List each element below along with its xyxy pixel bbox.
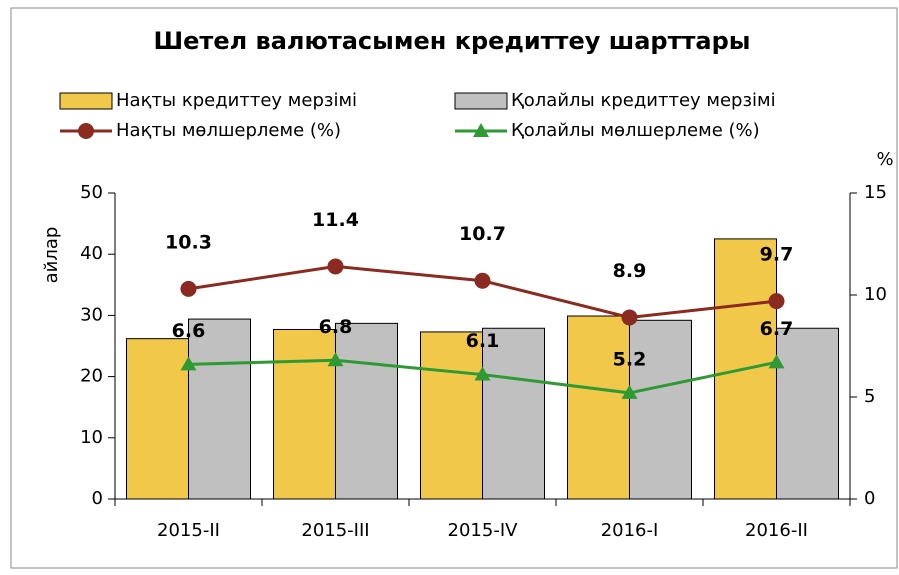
line-marker [621,384,638,399]
y-tick-label: 40 [80,243,103,264]
legend-label: Қолайлы мөлшерлеме (%) [511,120,760,141]
y2-tick-label: 5 [864,386,875,407]
data-label: 6.6 [172,320,206,342]
data-label: 10.7 [459,223,506,245]
y2-tick-label: 0 [864,488,875,509]
data-label: 11.4 [312,209,359,231]
x-tick-label: 2015-III [301,520,369,541]
y2-axis-label: % [876,149,893,170]
y-axis-label: айлар [41,227,62,284]
legend-label: Нақты кредиттеу мерзімі [116,90,357,111]
bar [335,322,398,500]
line-marker [78,123,94,139]
line-marker [474,366,491,381]
bar [420,331,483,500]
data-label: 6.7 [760,318,794,340]
line-marker [180,280,197,297]
line-marker [621,309,638,326]
x-tick-label: 2016-I [601,520,659,541]
bar [629,319,692,500]
data-label: 8.9 [613,260,647,282]
y-tick-label: 50 [80,182,103,203]
x-tick-label: 2016-II [745,520,808,541]
x-tick-label: 2015-IV [448,520,519,541]
data-label: 5.2 [613,348,647,370]
chart-title: Шетел валютасымен кредиттеу шарттары [153,27,750,55]
line-marker [768,354,785,369]
bar [776,327,839,500]
line-marker [180,356,197,371]
data-label: 6.8 [319,316,353,338]
bar [567,315,630,500]
line-marker [768,293,785,310]
data-label: 6.1 [466,330,500,352]
y-tick-label: 20 [80,366,103,387]
bar [188,318,251,500]
bar [273,328,336,500]
bar [482,327,545,500]
legend-swatch [59,92,113,110]
y2-tick-label: 15 [864,182,887,203]
legend-swatch [454,92,508,110]
line-marker [473,123,489,137]
y-tick-label: 30 [80,304,103,325]
legend-label: Қолайлы кредиттеу мерзімі [511,90,776,111]
line-marker [327,352,344,367]
data-label: 9.7 [760,244,794,266]
legend-label: Нақты мөлшерлеме (%) [116,120,341,141]
y2-tick-label: 10 [864,284,887,305]
line-marker [327,258,344,275]
data-label: 10.3 [165,231,212,253]
bar [126,338,189,500]
y-tick-label: 0 [92,488,103,509]
x-tick-label: 2015-II [157,520,220,541]
line-marker [474,272,491,289]
y-tick-label: 10 [80,427,103,448]
